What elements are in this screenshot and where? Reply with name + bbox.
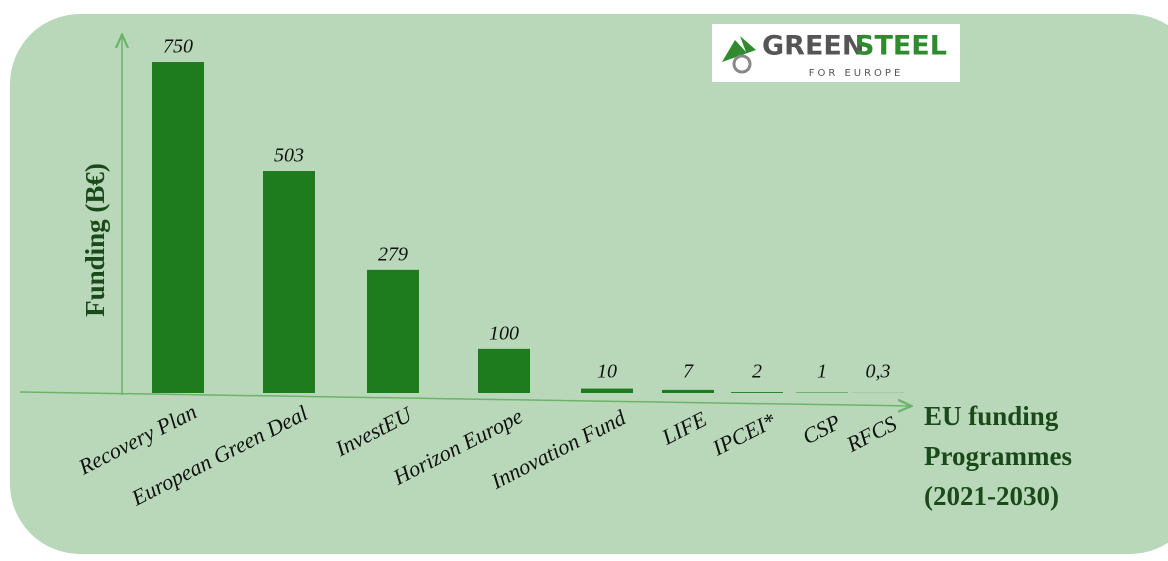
bar <box>367 269 419 393</box>
y-axis-label: Funding (B€) <box>80 163 110 317</box>
value-label: 100 <box>489 322 519 344</box>
bar <box>478 348 530 393</box>
panel <box>10 14 1168 554</box>
bar <box>152 62 204 393</box>
value-label: 750 <box>163 36 193 58</box>
bar <box>662 389 714 393</box>
logo-word: GREEN <box>762 31 864 62</box>
bar <box>731 392 783 393</box>
x-axis <box>19 391 910 406</box>
logo-tagline: FOR EUROPE <box>809 68 904 79</box>
value-label: 10 <box>597 361 617 383</box>
x-axis-label: EU funding Programmes (2021-2030) <box>924 401 1072 511</box>
logo-box <box>712 24 960 82</box>
logo-word: STEEL <box>855 31 947 62</box>
bar <box>581 388 633 393</box>
value-label: 0,3 <box>866 361 891 383</box>
bar <box>263 171 315 393</box>
logo-icon <box>722 36 756 62</box>
value-label: 503 <box>274 145 304 167</box>
value-label: 7 <box>683 361 694 383</box>
value-label: 279 <box>378 243 408 265</box>
value-label: 2 <box>752 361 762 383</box>
logo-gear <box>732 54 752 74</box>
value-label: 1 <box>817 361 827 383</box>
